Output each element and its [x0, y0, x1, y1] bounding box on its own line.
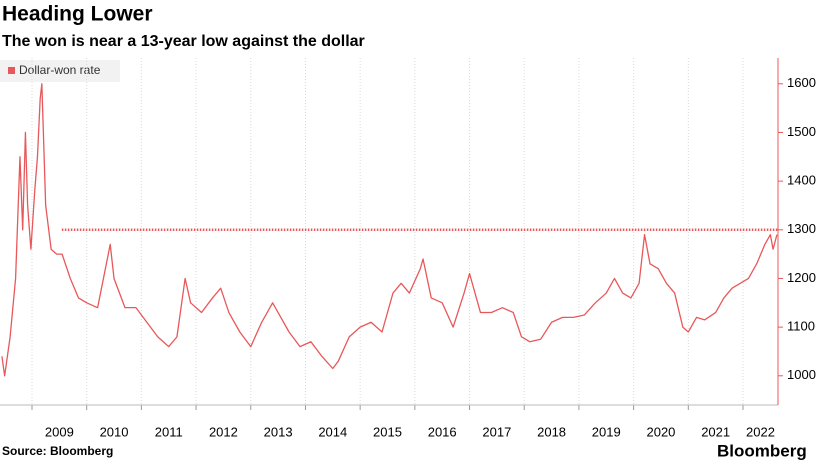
x-tick-label: 2016 — [428, 424, 457, 439]
x-tick-label: 2014 — [318, 424, 347, 439]
x-tick-label: 2019 — [592, 424, 621, 439]
legend-swatch — [8, 67, 15, 74]
chart-title: Heading Lower — [2, 3, 153, 26]
x-tick-label: 2015 — [373, 424, 402, 439]
x-tick-label: 2017 — [482, 424, 511, 439]
y-tick-label: 1600 — [787, 75, 816, 90]
x-tick-label: 2009 — [45, 424, 74, 439]
y-tick-label: 1300 — [787, 221, 816, 236]
y-tick-label: 1500 — [787, 124, 816, 139]
y-tick-label: 1100 — [787, 319, 815, 334]
x-tick-label: 2020 — [646, 424, 675, 439]
legend-box — [0, 60, 120, 82]
x-tick-label: 2013 — [264, 424, 293, 439]
x-tick-label: 2010 — [100, 424, 129, 439]
legend-label: Dollar-won rate — [19, 63, 101, 77]
y-tick-label: 1200 — [787, 270, 816, 285]
x-tick-label: 2011 — [155, 424, 183, 439]
source-note: Source: Bloomberg — [2, 444, 113, 458]
x-tick-label: 2022 — [746, 424, 775, 439]
data-line — [1, 83, 778, 377]
y-tick-label: 1000 — [787, 367, 816, 382]
x-tick-label: 2012 — [209, 424, 238, 439]
y-tick-label: 1400 — [787, 173, 816, 188]
x-tick-label: 2021 — [701, 424, 730, 439]
chart-subtitle: The won is near a 13-year low against th… — [2, 33, 365, 50]
x-tick-label: 2018 — [537, 424, 566, 439]
brand-logo: Bloomberg — [717, 441, 807, 460]
